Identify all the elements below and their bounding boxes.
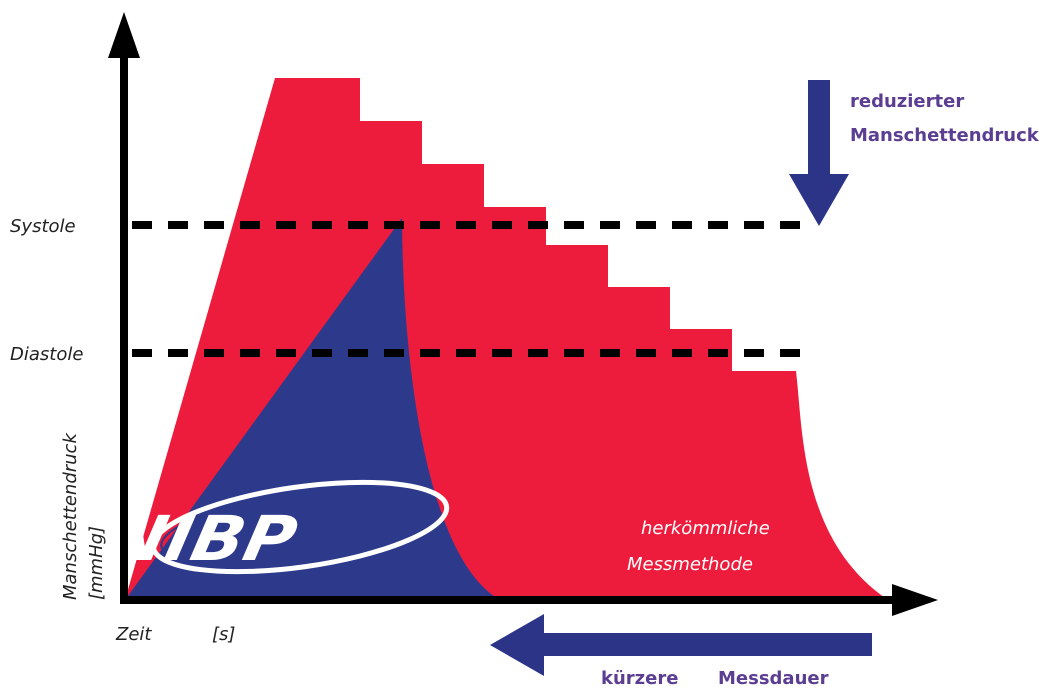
inibp-logo: iNIBP xyxy=(78,479,450,575)
reduced-pressure-down-arrow xyxy=(789,80,849,226)
y-axis-title: Manschettendruck [mmHg] xyxy=(60,432,107,600)
logo-text: iNIBP xyxy=(78,503,303,575)
systole-label: Systole xyxy=(10,216,76,237)
logo-swoosh-ring xyxy=(150,479,450,575)
shorter-duration-label-word2: Messdauer xyxy=(718,668,829,688)
y-axis-title-line1: Manschettendruck xyxy=(60,432,81,600)
reduced-pressure-label-line2: Manschettendruck xyxy=(850,125,1040,146)
y-axis-arrowhead xyxy=(108,12,140,58)
x-axis-title-unit: [s] xyxy=(212,624,235,645)
shorter-duration-left-arrow xyxy=(490,614,872,676)
conventional-method-label-line1: herkömmliche xyxy=(641,518,770,539)
logo-swoosh-ring-inner xyxy=(160,487,440,567)
diastole-label: Diastole xyxy=(10,344,83,365)
x-axis-title-word: Zeit xyxy=(115,624,152,645)
y-axis-title-line2: [mmHg] xyxy=(86,526,107,600)
x-axis-arrowhead xyxy=(892,584,938,616)
reduced-pressure-label-line1: reduzierter xyxy=(850,91,964,112)
shorter-duration-label-word1: kürzere xyxy=(601,668,678,688)
conventional-method-label-line2: Messmethode xyxy=(627,554,753,575)
